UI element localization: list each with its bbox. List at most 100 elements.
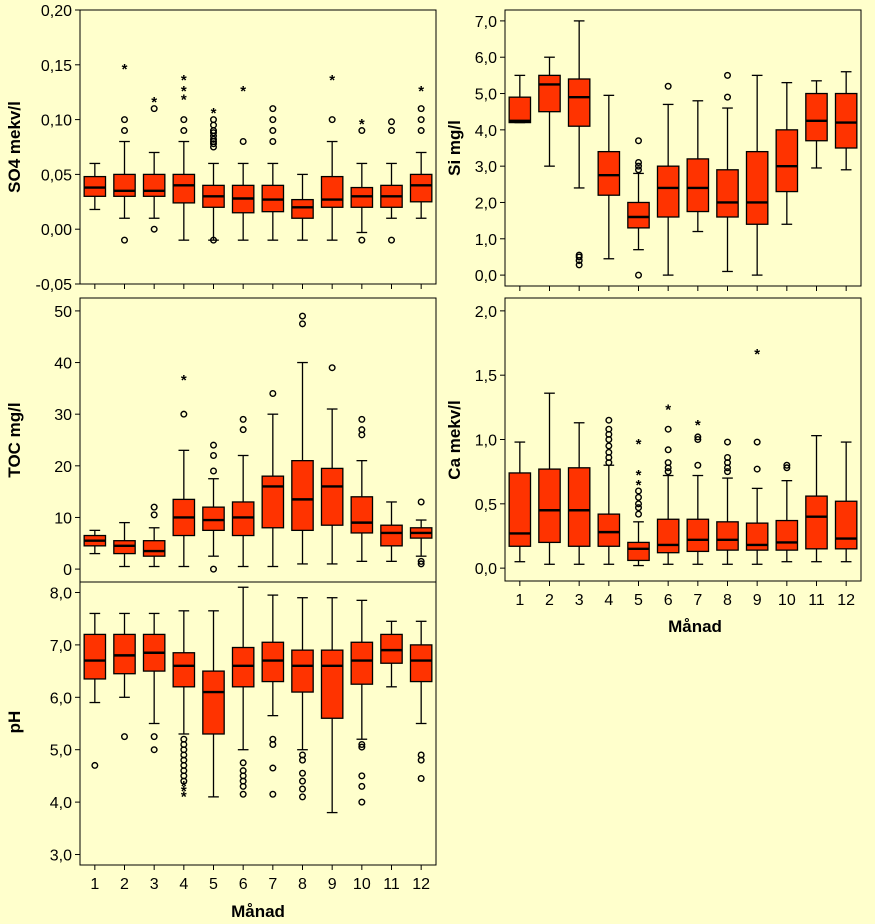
- box-month-5: [627, 137, 650, 279]
- outlier-point: [417, 557, 425, 565]
- chart-so4: -0,050,000,050,100,150,20** ******** SO4 …: [5, 3, 437, 294]
- outlier-point: [724, 71, 732, 79]
- extreme-point: *: [122, 61, 128, 78]
- outlier-point: [753, 465, 761, 473]
- chart-si: 0,0 1,0 2,0 3,0 4,0 5,0 6,0 7,0 Si mg/l: [445, 9, 862, 291]
- y-tick-label: 0,05: [41, 167, 72, 184]
- y-tick-label: 1,5: [475, 368, 497, 385]
- x-tick-label: 1: [90, 876, 99, 893]
- x-tick-label: 5: [209, 876, 218, 893]
- outlier-point: [120, 127, 128, 135]
- y-tick-label: 50: [54, 304, 72, 321]
- iqr-box: [409, 644, 433, 683]
- y-tick-label: 0: [63, 562, 72, 579]
- iqr-box: [745, 150, 769, 225]
- panel-frame: [79, 581, 437, 866]
- outlier-point: [209, 441, 217, 449]
- outlier-point: [724, 454, 732, 462]
- iqr-box: [202, 670, 225, 735]
- iqr-box: [380, 524, 403, 547]
- outlier-point: [299, 793, 307, 801]
- y-tick-label: 4,0: [475, 123, 497, 140]
- iqr-box: [142, 173, 166, 197]
- box-month-12: [409, 498, 433, 568]
- outlier-point: [239, 759, 247, 767]
- iqr-box: [261, 641, 285, 683]
- y-tick-label: 5,0: [50, 743, 72, 760]
- iqr-box: [656, 165, 680, 218]
- box-month-11: [380, 118, 403, 244]
- y-tick-label: 3,0: [50, 848, 72, 865]
- extreme-point: *: [181, 83, 187, 100]
- y-tick-label: 30: [54, 407, 72, 424]
- outlier-point: [269, 790, 277, 798]
- outlier-point: [664, 459, 672, 467]
- outlier-point: [299, 320, 307, 328]
- box-month-3: [567, 422, 591, 565]
- outlier-point: [299, 312, 307, 320]
- box-month-5: [202, 610, 225, 798]
- extreme-point: *: [418, 83, 424, 100]
- outlier-point: [269, 735, 277, 743]
- box-month-1: [83, 612, 107, 769]
- outlier-point: [694, 433, 702, 441]
- extreme-point: *: [636, 477, 642, 494]
- outlier-point: [239, 415, 247, 423]
- box-month-12: [409, 620, 433, 783]
- panel-frame: [504, 9, 862, 287]
- iqr-box: [775, 129, 799, 193]
- outlier-point: [150, 511, 158, 519]
- iqr-box: [716, 521, 739, 551]
- outlier-point: [269, 127, 277, 135]
- x-tick-label: 11: [808, 592, 825, 609]
- outlier-point: [753, 438, 761, 446]
- box-month-5: [202, 441, 225, 573]
- y-tick-label: 7,0: [475, 14, 497, 31]
- outlier-point: [417, 498, 425, 506]
- outlier-point: [783, 461, 791, 469]
- outlier-point: [664, 425, 672, 433]
- x-tick-label: 2: [545, 592, 554, 609]
- extreme-point: *: [181, 778, 187, 795]
- iqr-box: [745, 522, 769, 551]
- box-month-1: [83, 162, 107, 211]
- outlier-point: [239, 426, 247, 434]
- iqr-box: [113, 173, 136, 197]
- x-tick-label: 3: [575, 592, 584, 609]
- box-month-8: [291, 312, 314, 565]
- outlier-point: [358, 415, 366, 423]
- y-axis-label: Si mg/l: [445, 120, 464, 176]
- box-month-8: [716, 438, 739, 565]
- outlier-point: [299, 785, 307, 793]
- outlier-point: [120, 116, 128, 124]
- iqr-box: [320, 649, 344, 719]
- extreme-point: *: [181, 372, 187, 389]
- box-month-7: [261, 105, 285, 241]
- y-tick-label: 2,0: [475, 304, 497, 321]
- outlier-point: [724, 468, 732, 476]
- extreme-point: *: [181, 72, 187, 89]
- iqr-box: [597, 150, 621, 196]
- extreme-point: *: [211, 105, 217, 122]
- outlier-point: [664, 468, 672, 476]
- iqr-box: [409, 173, 433, 203]
- outlier-point: [209, 140, 217, 148]
- iqr-box: [805, 495, 828, 550]
- outlier-point: [328, 116, 336, 124]
- outlier-point: [269, 138, 277, 146]
- box-month-11: [805, 434, 828, 563]
- y-tick-label: 0,0: [475, 268, 497, 285]
- outlier-point: [635, 159, 643, 167]
- box-month-2: [538, 392, 561, 565]
- iqr-box: [805, 92, 828, 142]
- box-month-2: [113, 521, 136, 568]
- outlier-point: [180, 116, 188, 124]
- x-tick-label: 11: [383, 876, 400, 893]
- iqr-box: [291, 460, 314, 532]
- iqr-box: [775, 519, 799, 551]
- x-axis-label: Månad: [668, 617, 722, 636]
- x-tick-label: 1: [515, 592, 524, 609]
- outlier-point: [239, 767, 247, 775]
- box-month-7: [686, 100, 710, 233]
